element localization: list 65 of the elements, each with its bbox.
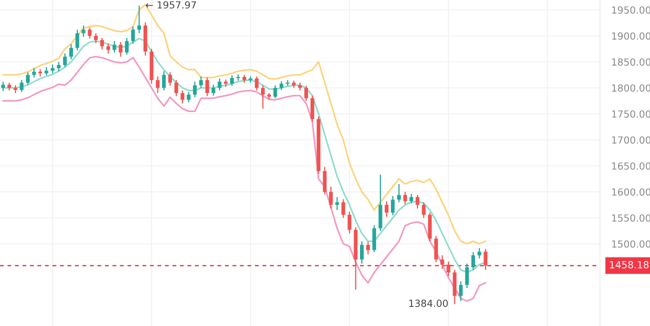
candlestick <box>38 68 42 77</box>
candlestick <box>329 186 333 210</box>
candlestick <box>366 241 370 255</box>
candlestick <box>137 5 142 34</box>
candlestick <box>118 42 122 58</box>
candlestick <box>162 70 166 92</box>
candlestick <box>478 247 482 259</box>
candlestick <box>273 84 278 99</box>
candlestick <box>403 191 408 205</box>
candlestick <box>124 37 129 56</box>
candlestick <box>390 195 395 216</box>
candlestick <box>434 235 438 263</box>
candlestick <box>372 224 376 253</box>
candlestick <box>416 194 420 210</box>
candlestick <box>26 72 30 86</box>
candlestick <box>261 84 265 110</box>
candlestick <box>88 27 92 40</box>
candlestick <box>310 95 314 122</box>
candlestick <box>112 40 116 54</box>
candlestick <box>168 72 172 86</box>
candlestick <box>69 44 73 60</box>
candlestick <box>82 24 86 38</box>
candlestick <box>224 78 228 88</box>
candlestick <box>192 81 197 98</box>
candlestick <box>304 85 308 102</box>
candlestick <box>446 260 450 277</box>
candlestick <box>180 90 184 104</box>
candlestick <box>409 193 414 204</box>
candlestick <box>63 53 67 68</box>
candlestick <box>94 32 98 44</box>
candlestick <box>458 280 463 302</box>
candlestick <box>212 84 216 96</box>
candlestick <box>156 76 160 94</box>
candlestick <box>20 80 24 93</box>
candlestick <box>218 78 222 92</box>
candlestick <box>341 198 346 218</box>
candlestick <box>131 26 135 44</box>
candlestick <box>348 211 352 234</box>
candlestick <box>106 43 110 54</box>
candlestick <box>100 37 104 50</box>
candlestick <box>205 76 210 97</box>
candlestick <box>440 254 444 270</box>
candlestick <box>254 76 259 92</box>
candlestick <box>465 263 469 289</box>
candlestick <box>322 166 327 196</box>
candlestick <box>452 269 456 305</box>
candlestick <box>56 61 61 72</box>
candlestick <box>32 68 36 78</box>
candlestick <box>230 74 234 86</box>
candlestick <box>335 196 339 211</box>
candlestick <box>428 212 432 242</box>
candlestick <box>360 240 364 264</box>
candlestick <box>484 248 488 270</box>
candlestick <box>174 80 178 97</box>
candlestick <box>199 76 203 88</box>
ref-line-label: 1458.18 <box>610 261 649 268</box>
candlestick <box>186 91 191 103</box>
candlestick <box>384 200 388 218</box>
candlestick <box>422 202 426 218</box>
candlestick <box>397 184 401 203</box>
candlestick <box>1 81 5 92</box>
candlestick <box>471 252 476 270</box>
candlestick <box>75 29 80 51</box>
candlestick <box>378 174 382 232</box>
annotation: 1384.00 <box>409 300 448 307</box>
